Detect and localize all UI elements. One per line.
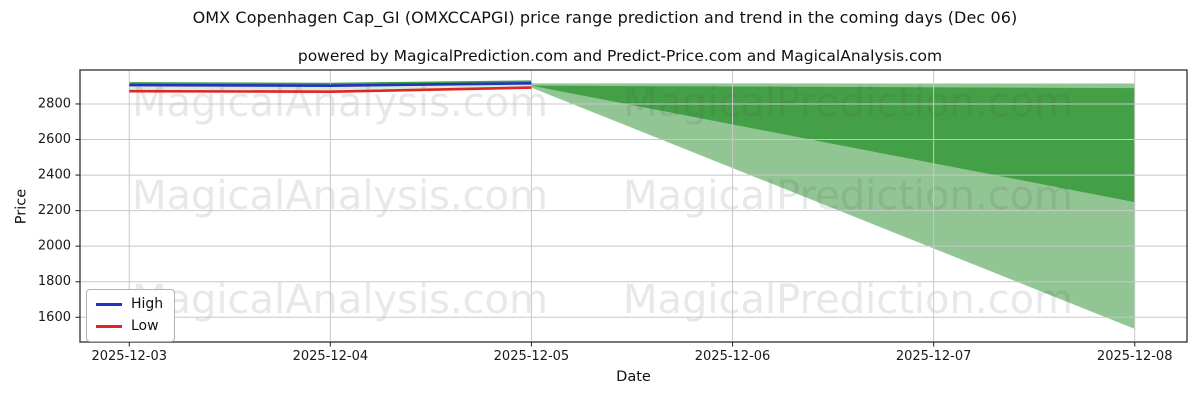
legend-line-swatch [96, 325, 122, 328]
watermark-text: MagicalPrediction.com [623, 173, 1073, 219]
watermark-text: MagicalAnalysis.com [132, 277, 548, 323]
y-tick-label: 2000 [38, 239, 71, 254]
x-axis-label: Date [616, 369, 651, 385]
x-tick-label: 2025-12-03 [91, 349, 167, 364]
x-tick-label: 2025-12-08 [1097, 349, 1173, 364]
watermark-text: MagicalAnalysis.com [132, 80, 548, 126]
legend-label: High [131, 296, 164, 312]
y-tick-label: 1600 [38, 310, 71, 325]
y-tick-label: 2600 [38, 132, 71, 147]
watermark-text: MagicalAnalysis.com [132, 173, 548, 219]
legend-item-high: High [96, 297, 163, 312]
watermark-text: MagicalPrediction.com [623, 277, 1073, 323]
y-tick-label: 2800 [38, 96, 71, 111]
series-line-high [129, 82, 532, 87]
watermark-text: MagicalPrediction.com [623, 80, 1073, 126]
series-line-low [129, 86, 532, 93]
chart-title: OMX Copenhagen Cap_GI (OMXCCAPGI) price … [192, 8, 1018, 27]
legend-label: Low [131, 318, 159, 334]
y-tick-label: 2400 [38, 168, 71, 183]
x-tick-label: 2025-12-07 [896, 349, 972, 364]
prediction-cone-inner [531, 85, 1135, 203]
x-tick-label: 2025-12-06 [695, 349, 771, 364]
legend-item-low: Low [96, 319, 163, 334]
y-tick-label: 2200 [38, 203, 71, 218]
legend-line-swatch [96, 303, 122, 306]
y-tick-label: 1800 [38, 274, 71, 289]
plot-border [79, 69, 1188, 343]
y-axis-label: Price [13, 188, 30, 225]
legend: High Low [86, 289, 176, 342]
x-tick-label: 2025-12-04 [293, 349, 369, 364]
chart-subtitle: powered by MagicalPrediction.com and Pre… [297, 47, 943, 65]
x-tick-label: 2025-12-05 [494, 349, 570, 364]
